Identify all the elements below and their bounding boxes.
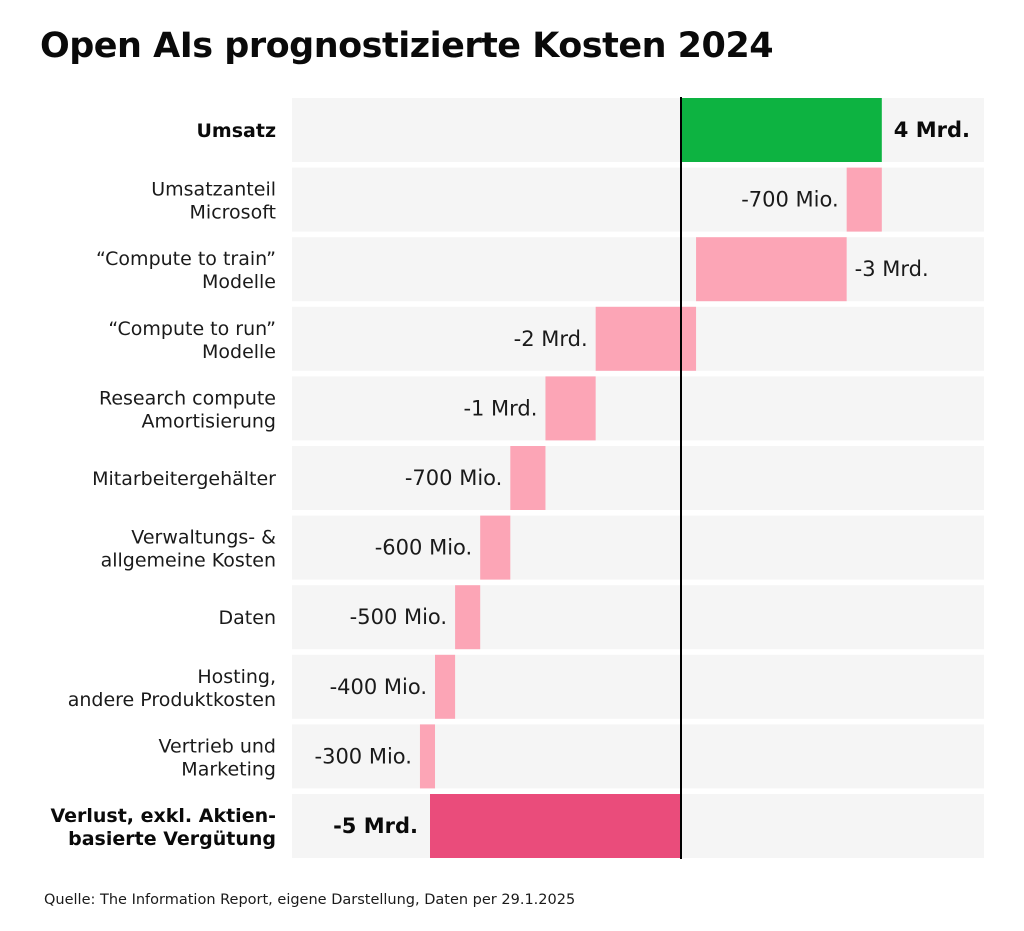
- bar-1: [846, 167, 882, 232]
- value-label: -2 Mrd.: [514, 327, 588, 351]
- category-label: Marketing: [181, 758, 276, 780]
- waterfall-chart: 4 Mrd. Umsatz -700 Mio. UmsatzanteilMicroso…: [50, 97, 984, 859]
- category-label: Microsoft: [190, 202, 276, 224]
- category-label: Vertrieb und: [159, 735, 277, 757]
- value-label: -600 Mio.: [375, 536, 472, 560]
- bar-2: [696, 237, 847, 302]
- category-label: Modelle: [202, 271, 276, 293]
- category-label: andere Produktkosten: [68, 689, 276, 711]
- row-background: [292, 585, 984, 650]
- category-label: Mitarbeitergehälter: [92, 468, 276, 490]
- value-label: -1 Mrd.: [463, 396, 537, 420]
- category-label: Verwaltungs- &: [131, 527, 276, 549]
- value-label: -500 Mio.: [350, 605, 447, 629]
- category-label: allgemeine Kosten: [101, 550, 276, 572]
- bar-3: [595, 306, 697, 371]
- chart-title: Open AIs prognostizierte Kosten 2024: [40, 26, 774, 66]
- bar-0: [681, 98, 882, 162]
- value-label: 4 Mrd.: [894, 118, 970, 142]
- row-background: [292, 446, 984, 510]
- bar-7: [455, 585, 481, 650]
- row-background: [292, 376, 984, 441]
- value-label: -400 Mio.: [330, 675, 427, 699]
- bar-10: [430, 794, 681, 858]
- category-label: Hosting,: [197, 666, 276, 688]
- value-label: -700 Mio.: [741, 188, 838, 212]
- bar-8: [435, 654, 456, 719]
- row-background: [292, 654, 984, 719]
- row-background: [292, 724, 984, 789]
- value-label: -3 Mrd.: [855, 257, 929, 281]
- bars: [419, 98, 882, 858]
- category-label: Modelle: [202, 341, 276, 363]
- bar-6: [480, 515, 511, 580]
- category-label: Research compute: [99, 387, 276, 409]
- bar-4: [545, 376, 596, 441]
- category-label: Umsatz: [197, 120, 277, 142]
- value-label: -5 Mrd.: [333, 814, 418, 838]
- value-label: -700 Mio.: [405, 466, 502, 490]
- bar-9: [419, 724, 436, 789]
- labels: 4 Mrd. Umsatz -700 Mio. UmsatzanteilMicroso…: [50, 118, 970, 850]
- row-background: [292, 515, 984, 580]
- category-label: Umsatzanteil: [151, 179, 276, 201]
- category-label: Daten: [219, 607, 276, 629]
- bar-5: [510, 446, 546, 510]
- category-label: Verlust, exkl. Aktien-: [50, 805, 276, 827]
- value-label: -300 Mio.: [315, 744, 412, 768]
- category-label: basierte Vergütung: [68, 828, 276, 850]
- category-label: Amortisierung: [142, 410, 277, 432]
- source-note: Quelle: The Information Report, eigene D…: [44, 892, 576, 908]
- row-background: [292, 237, 984, 302]
- category-label: “Compute to train”: [96, 248, 276, 270]
- category-label: “Compute to run”: [108, 318, 276, 340]
